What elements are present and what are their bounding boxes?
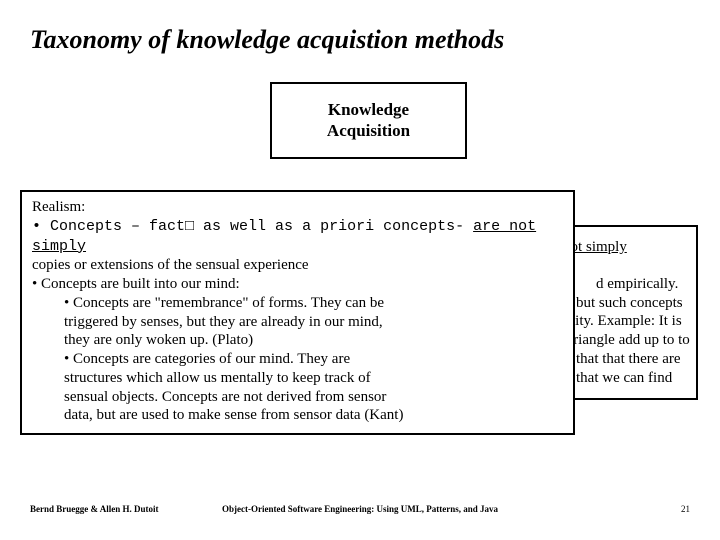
root-node-text: Knowledge Acquisition bbox=[327, 100, 410, 141]
realism-sub2d: data, but are used to make sense from se… bbox=[64, 406, 563, 425]
realism-sub2c: sensual objects. Concepts are not derive… bbox=[64, 388, 563, 407]
footer: Bernd Bruegge & Allen H. Dutoit Object-O… bbox=[0, 504, 720, 520]
realism-sub1a: • Concepts are "remembrance" of forms. T… bbox=[64, 294, 563, 313]
root-line1: Knowledge bbox=[328, 100, 409, 119]
realism-panel: Realism: • Concepts – fact□ as well as a… bbox=[20, 190, 575, 435]
realism-line2: copies or extensions of the sensual expe… bbox=[32, 256, 563, 275]
right-frag-3: but such concepts bbox=[576, 294, 696, 313]
realism-sub1c: they are only woken up. (Plato) bbox=[64, 331, 563, 350]
right-frag-6: that that there are bbox=[576, 350, 696, 369]
realism-line3: • Concepts are built into our mind: bbox=[32, 275, 563, 294]
footer-page-number: 21 bbox=[681, 504, 690, 514]
root-node-box: Knowledge Acquisition bbox=[270, 82, 467, 159]
realism-sub1b: triggered by senses, but they are alread… bbox=[64, 313, 563, 332]
right-frag-2: d empirically. bbox=[596, 275, 696, 294]
realism-line1: • Concepts – fact□ as well as a priori c… bbox=[32, 217, 563, 257]
root-line2: Acquisition bbox=[327, 121, 410, 140]
realism-line1b: as well as a priori concepts- bbox=[194, 218, 473, 235]
square-glyph-icon: □ bbox=[185, 218, 194, 235]
right-frag-4: lity. Example: It is bbox=[571, 312, 696, 331]
realism-sub2b: structures which allow us mentally to ke… bbox=[64, 369, 563, 388]
slide-title: Taxonomy of knowledge acquistion methods bbox=[30, 25, 504, 55]
right-frag-7: that we can find bbox=[576, 369, 696, 388]
realism-heading: Realism: bbox=[32, 198, 563, 217]
realism-sub2a: • Concepts are categories of our mind. T… bbox=[64, 350, 563, 369]
slide: Taxonomy of knowledge acquistion methods… bbox=[0, 0, 720, 540]
footer-book-title: Object-Oriented Software Engineering: Us… bbox=[0, 504, 720, 514]
realism-line1a: • Concepts – fact bbox=[32, 218, 185, 235]
right-frag-5: triangle add up to to bbox=[569, 331, 696, 350]
